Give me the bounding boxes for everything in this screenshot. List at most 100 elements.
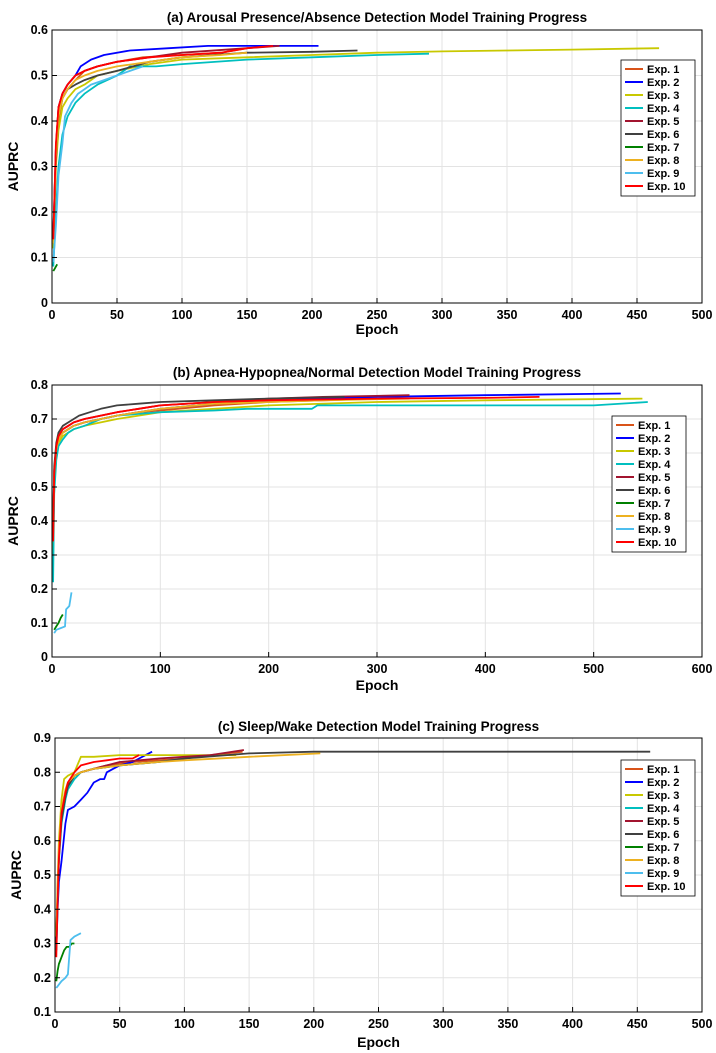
- series-line-exp-3: [52, 47, 660, 249]
- y-tick-label: 0.5: [31, 480, 48, 494]
- legend-label: Exp. 10: [638, 537, 677, 549]
- x-tick-label: 0: [52, 1017, 59, 1031]
- y-tick-label: 0.2: [31, 205, 48, 219]
- chart-title: (a) Arousal Presence/Absence Detection M…: [167, 10, 587, 25]
- x-tick-label: 200: [303, 1017, 324, 1031]
- x-tick-label: 450: [627, 308, 648, 322]
- legend-label: Exp. 2: [647, 777, 679, 789]
- y-tick-label: 0.3: [31, 548, 48, 562]
- x-tick-label: 400: [562, 308, 583, 322]
- y-tick-label: 0.9: [34, 731, 51, 745]
- series-line-exp-4: [52, 52, 430, 267]
- legend-label: Exp. 7: [647, 142, 679, 154]
- y-tick-label: 0.2: [31, 582, 48, 596]
- y-tick-label: 0: [41, 296, 48, 310]
- y-axis-label: AUPRC: [5, 142, 21, 192]
- x-tick-label: 350: [497, 1017, 518, 1031]
- series-line-exp-10: [52, 45, 274, 240]
- y-axis-label: AUPRC: [5, 496, 21, 546]
- x-tick-label: 100: [150, 662, 171, 676]
- x-tick-label: 0: [49, 308, 56, 322]
- x-tick-label: 100: [172, 308, 193, 322]
- y-tick-label: 0.4: [31, 114, 48, 128]
- legend-label: Exp. 9: [638, 524, 670, 536]
- x-tick-label: 100: [174, 1017, 195, 1031]
- legend-label: Exp. 7: [647, 842, 679, 854]
- legend-label: Exp. 4: [647, 103, 680, 115]
- series-line-exp-10: [52, 396, 540, 542]
- y-axis-label: AUPRC: [8, 850, 24, 900]
- legend-label: Exp. 9: [647, 868, 679, 880]
- y-tick-label: 0.4: [34, 902, 51, 916]
- x-tick-label: 250: [367, 308, 388, 322]
- y-tick-label: 0.3: [34, 937, 51, 951]
- y-tick-label: 0.8: [34, 765, 51, 779]
- y-tick-label: 0.5: [34, 868, 51, 882]
- series-line-exp-7: [52, 263, 58, 272]
- x-tick-label: 150: [237, 308, 258, 322]
- x-tick-label: 300: [433, 1017, 454, 1031]
- series-line-exp-2: [55, 750, 153, 951]
- y-tick-label: 0: [41, 650, 48, 664]
- legend-label: Exp. 5: [647, 116, 679, 128]
- legend-label: Exp. 6: [638, 485, 670, 497]
- legend-label: Exp. 2: [638, 433, 670, 445]
- legend-label: Exp. 5: [638, 472, 670, 484]
- y-tick-label: 0.7: [31, 412, 48, 426]
- x-tick-label: 0: [49, 662, 56, 676]
- x-tick-label: 50: [110, 308, 124, 322]
- x-tick-label: 500: [583, 662, 604, 676]
- chart-3: 0 50 100 150 200 250 300 350 400 450 500 0.1 0.2 0.3 0…: [8, 719, 712, 1050]
- x-axis-label: Epoch: [356, 677, 399, 693]
- y-tick-label: 0.6: [31, 23, 48, 37]
- x-tick-label: 400: [475, 662, 496, 676]
- series-line-exp-4: [52, 401, 648, 583]
- legend-label: Exp. 4: [647, 803, 680, 815]
- x-tick-label: 450: [627, 1017, 648, 1031]
- y-tick-label: 0.1: [31, 251, 48, 265]
- chart-1: 0 50 100 150 200 250 300 350 400 450 500 0 0.1 0.2 0.3…: [5, 10, 712, 337]
- series-line-exp-7: [53, 614, 64, 631]
- legend-label: Exp. 10: [647, 881, 686, 893]
- x-tick-label: 200: [302, 308, 323, 322]
- y-tick-label: 0.5: [31, 69, 48, 83]
- y-tick-label: 0.1: [31, 616, 48, 630]
- x-tick-label: 150: [239, 1017, 260, 1031]
- series-line-exp-9: [55, 932, 82, 989]
- x-tick-label: 600: [692, 662, 713, 676]
- legend-label: Exp. 7: [638, 498, 670, 510]
- x-axis-label: Epoch: [356, 321, 399, 337]
- legend-label: Exp. 8: [647, 855, 679, 867]
- legend-label: Exp. 2: [647, 77, 679, 89]
- y-tick-label: 0.6: [34, 834, 51, 848]
- x-axis-label: Epoch: [357, 1034, 400, 1050]
- x-tick-label: 250: [368, 1017, 389, 1031]
- series-line-exp-10: [55, 754, 140, 958]
- legend-label: Exp. 9: [647, 168, 679, 180]
- legend-label: Exp. 1: [647, 64, 679, 76]
- x-tick-label: 300: [367, 662, 388, 676]
- y-tick-label: 0.6: [31, 446, 48, 460]
- legend-label: Exp. 8: [647, 155, 679, 167]
- y-tick-label: 0.7: [34, 800, 51, 814]
- legend-label: Exp. 5: [647, 816, 679, 828]
- legend-label: Exp. 1: [647, 764, 679, 776]
- x-tick-label: 350: [497, 308, 518, 322]
- chart-title: (c) Sleep/Wake Detection Model Training …: [218, 719, 539, 734]
- y-tick-label: 0.4: [31, 514, 48, 528]
- legend-label: Exp. 8: [638, 511, 670, 523]
- legend-label: Exp. 3: [647, 90, 679, 102]
- legend-label: Exp. 3: [647, 790, 679, 802]
- legend-label: Exp. 6: [647, 829, 679, 841]
- chart-2: 0 100 200 300 400 500 600 0 0.1 0.2 0.3 0.4 0.5 0.6 0.…: [5, 365, 712, 693]
- legend-label: Exp. 1: [638, 420, 670, 432]
- y-tick-label: 0.2: [34, 971, 51, 985]
- series-line-exp-9: [52, 65, 144, 263]
- x-tick-label: 50: [113, 1017, 127, 1031]
- x-tick-label: 500: [692, 308, 713, 322]
- x-tick-label: 500: [692, 1017, 713, 1031]
